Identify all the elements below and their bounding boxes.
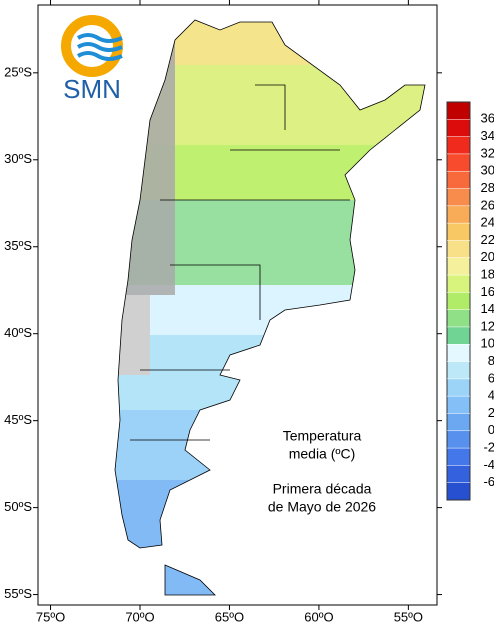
colorbar-segment [447,240,470,259]
lon-tick-label: 60ºO [304,609,333,624]
colorbar-label: 2 [488,405,494,420]
lon-tick-label: 55ºO [394,609,423,624]
colorbar-label: 22 [481,232,494,247]
colorbar-label: -6 [483,474,494,489]
lat-tick-label: 55ºS [4,586,32,601]
colorbar-label: -4 [483,457,494,472]
colorbar-segment [447,361,470,380]
colorbar-label: 16 [481,284,494,299]
colorbar-segment [447,136,470,155]
colorbar-label: 4 [488,388,494,403]
colorbar-segment [447,119,470,137]
colorbar-frame [446,101,471,501]
borders [114,19,426,596]
colorbar-segment [447,309,470,328]
lat-tick-label: 50ºS [4,499,32,514]
title-line: Temperatura [283,428,362,444]
colorbar-segment [447,275,470,293]
colorbar-label: 0 [488,422,494,437]
subtitle-line: de Mayo de 2026 [268,499,376,515]
colorbar-segment [447,430,470,449]
colorbar-segment [447,396,470,414]
logo-text: SMN [63,74,121,104]
colorbar-label: -2 [483,440,494,455]
colorbar-label: 30 [481,163,494,178]
colorbar-segment [447,482,470,501]
colorbar-segment [447,153,470,172]
lat-tick-label: 45ºS [4,412,32,427]
colorbar-segment [447,344,470,362]
colorbar-label: 10 [481,336,494,351]
lat-tick-label: 40ºS [4,325,32,340]
colorbar-segment [447,448,470,466]
colorbar-label: 14 [481,301,494,316]
colorbar-label: 20 [481,249,494,264]
colorbar-segment [447,326,470,345]
colorbar-segment [447,171,470,189]
colorbar-label: 6 [488,370,494,385]
colorbar-segment [447,102,470,120]
colorbar-label: 24 [481,215,494,230]
lon-tick-label: 70ºO [125,609,154,624]
colorbar-label: 34 [481,128,494,143]
colorbar-segment [447,257,470,276]
colorbar-label: 32 [481,145,494,160]
colorbar-label: 28 [481,180,494,195]
subtitle-line: Primera década [273,481,372,497]
colorbar-label: 8 [488,353,494,368]
colorbar-label: 36 [481,111,494,126]
colorbar-segment [447,378,470,397]
colorbar-segment [447,465,470,483]
lat-tick-label: 25ºS [4,64,32,79]
lat-tick-label: 30ºS [4,151,32,166]
smn-logo: SMN [61,15,123,104]
colorbar-segment [447,188,470,207]
lat-tick-label: 35ºS [4,238,32,253]
colorbar-segment [447,205,470,224]
colorbar-segment [447,223,470,241]
title-line: media (ºC) [289,446,356,462]
colorbar-segment [447,292,470,310]
colorbar-label: 26 [481,197,494,212]
colorbar-label: 18 [481,266,494,281]
colorbar-label: 12 [481,318,494,333]
colorbar-segment [447,413,470,432]
lon-tick-label: 75ºO [36,609,65,624]
lon-tick-label: 65ºO [215,609,244,624]
